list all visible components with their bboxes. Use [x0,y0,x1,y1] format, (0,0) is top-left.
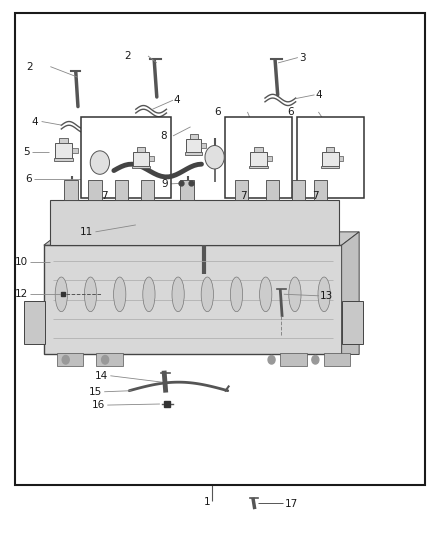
Ellipse shape [113,277,126,312]
Text: 1: 1 [204,497,210,507]
Bar [54,158,73,161]
Text: 4: 4 [32,117,39,126]
Polygon shape [342,232,359,354]
Bar [314,180,327,200]
Text: 14: 14 [95,371,108,381]
Bar [133,152,149,166]
Ellipse shape [230,277,243,312]
Text: 4: 4 [174,95,180,105]
Circle shape [90,151,110,174]
Text: 3: 3 [299,53,305,62]
Polygon shape [44,232,359,245]
Bar [267,157,272,161]
Bar [185,152,202,155]
Bar [186,139,201,152]
Text: 6: 6 [287,107,293,117]
Bar [201,143,206,148]
Ellipse shape [55,277,67,312]
Bar [96,353,123,366]
Text: 15: 15 [89,387,102,397]
Bar [266,180,279,200]
Circle shape [102,356,109,364]
Bar [55,143,72,158]
Circle shape [62,356,69,364]
Text: 9: 9 [161,179,168,189]
Bar [88,180,102,200]
Bar [180,180,194,200]
Text: 11: 11 [80,227,93,237]
Bar [57,353,83,366]
FancyBboxPatch shape [50,200,339,245]
Bar [132,166,150,168]
Circle shape [268,356,275,364]
Bar [322,152,339,166]
Text: 2: 2 [26,62,33,71]
Bar [321,166,339,168]
Text: 2: 2 [124,51,131,61]
Text: 17: 17 [285,499,298,508]
Text: 4: 4 [315,90,322,100]
Text: 8: 8 [160,131,166,141]
Bar [115,180,128,200]
Bar [339,157,343,161]
Bar [280,353,307,366]
Bar [249,166,268,168]
Ellipse shape [143,277,155,312]
Ellipse shape [85,277,97,312]
Bar [190,134,198,139]
Text: 6: 6 [25,174,32,183]
Bar [149,157,154,161]
Bar [297,117,364,198]
Bar [292,180,305,200]
Text: 6: 6 [215,107,221,117]
Bar [81,117,171,198]
Bar [64,180,78,200]
Bar [324,353,350,366]
Text: 16: 16 [92,400,105,410]
Bar [15,13,425,485]
Ellipse shape [260,277,272,312]
Bar [59,138,68,143]
Text: 13: 13 [320,291,333,301]
Text: 7: 7 [240,191,247,201]
Ellipse shape [289,277,301,312]
Bar [254,147,262,152]
Bar [235,180,248,200]
Bar [44,245,342,354]
Text: 10: 10 [14,257,28,267]
Bar [24,301,45,344]
Bar [72,148,78,153]
Ellipse shape [201,277,213,312]
Bar [225,117,292,198]
Text: 7: 7 [312,191,318,201]
Circle shape [312,356,319,364]
Text: 5: 5 [23,147,30,157]
Bar [141,180,154,200]
Bar [326,147,334,152]
Bar [137,147,145,152]
Bar [250,152,267,166]
Ellipse shape [318,277,330,312]
Circle shape [205,146,224,169]
Text: 7: 7 [101,191,107,201]
Ellipse shape [172,277,184,312]
Text: 12: 12 [14,289,28,299]
Bar [342,301,363,344]
